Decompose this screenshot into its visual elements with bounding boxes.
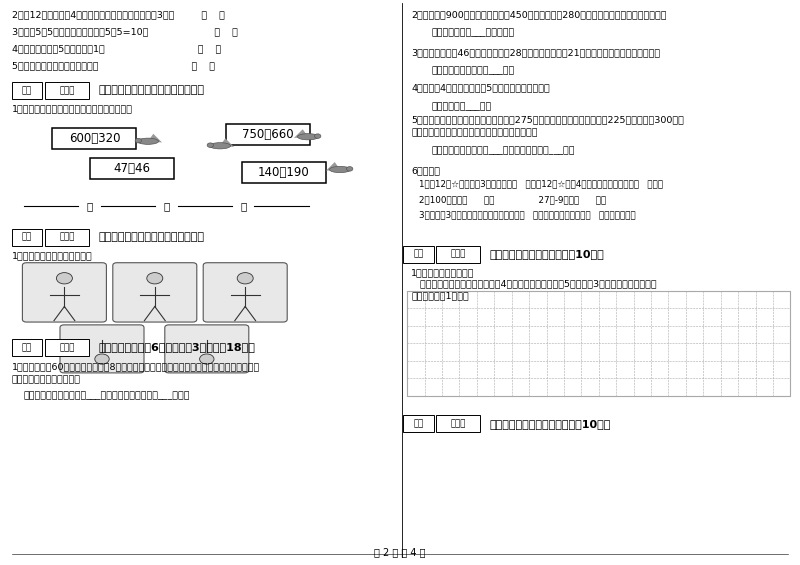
Text: 600－320: 600－320 xyxy=(69,132,120,145)
Text: ＜: ＜ xyxy=(86,201,93,211)
FancyBboxPatch shape xyxy=(113,263,197,322)
Text: 评卷人: 评卷人 xyxy=(59,343,74,352)
Bar xyxy=(407,291,790,396)
Bar xyxy=(436,246,480,263)
Text: 1．把下列算式按得数大小，从小到大排一行。: 1．把下列算式按得数大小，从小到大排一行。 xyxy=(12,105,133,114)
Bar xyxy=(12,82,42,99)
Bar xyxy=(12,229,42,246)
Text: ＜: ＜ xyxy=(163,201,170,211)
Bar xyxy=(242,162,326,183)
Ellipse shape xyxy=(330,166,350,173)
Bar xyxy=(403,246,434,263)
Bar xyxy=(45,229,89,246)
Text: 答：这堆砖比原来少了___块，这堆砖原来有___块。: 答：这堆砖比原来少了___块，这堆砖原来有___块。 xyxy=(431,146,574,155)
Text: ＜: ＜ xyxy=(240,201,246,211)
Ellipse shape xyxy=(298,134,318,140)
Text: 6．填空。: 6．填空。 xyxy=(411,167,440,176)
Text: 5．平移现象改变原物体的大小。                               （    ）: 5．平移现象改变原物体的大小。 （ ） xyxy=(12,61,215,70)
Circle shape xyxy=(346,167,353,171)
Text: 4．除数和商都是5，被除数是1。                               （    ）: 4．除数和商都是5，被除数是1。 （ ） xyxy=(12,44,222,53)
Polygon shape xyxy=(220,138,234,147)
Text: 答：一共用了___元。: 答：一共用了___元。 xyxy=(431,102,491,111)
Text: 1．一根铁丝长60厘米，工人师傅用8厘米长的铁丝做一个铁钩，这根铁丝一共可以做几个这样: 1．一根铁丝长60厘米，工人师傅用8厘米长的铁丝做一个铁钩，这根铁丝一共可以做几… xyxy=(12,363,260,372)
Text: 评卷人: 评卷人 xyxy=(59,233,74,242)
Text: 2．某站运来900千克蔬菜，卖出去450千克，又运来280千克，现在某站有多少千克蔬菜？: 2．某站运来900千克蔬菜，卖出去450千克，又运来280千克，现在某站有多少千… xyxy=(411,10,666,19)
Text: 十、综合题（共１大题，共计10分）: 十、综合题（共１大题，共计10分） xyxy=(490,249,604,259)
Text: 六、比一比（共１大题，共计５分）: 六、比一比（共１大题，共计５分） xyxy=(98,85,205,95)
Bar xyxy=(12,339,42,356)
Polygon shape xyxy=(326,162,340,171)
Circle shape xyxy=(207,143,214,147)
Ellipse shape xyxy=(138,138,158,145)
Text: 得分: 得分 xyxy=(414,419,423,428)
Circle shape xyxy=(314,134,321,138)
Text: 答：水果店现在有水果___箱。: 答：水果店现在有水果___箱。 xyxy=(431,66,514,75)
Circle shape xyxy=(56,273,73,284)
Bar xyxy=(436,415,480,432)
Text: 答：这根铁丝一共可以做___个这样的铁钩，还剩下___厘米。: 答：这根铁丝一共可以做___个这样的铁钩，还剩下___厘米。 xyxy=(24,391,190,400)
Bar xyxy=(45,82,89,99)
Text: 得分: 得分 xyxy=(22,233,32,242)
Bar xyxy=(226,124,310,145)
Text: 3．计算5个5相加的和，可以列式5＋5=10。                      （    ）: 3．计算5个5相加的和，可以列式5＋5=10。 （ ） xyxy=(12,27,238,36)
Bar xyxy=(90,158,174,179)
Text: 1．连一连镜子里看到的图像。: 1．连一连镜子里看到的图像。 xyxy=(12,251,93,260)
Bar xyxy=(45,339,89,356)
Text: 小格的边长是1厘米）: 小格的边长是1厘米） xyxy=(411,291,469,300)
Text: 的铁钩？还剩下多少厘米？: 的铁钩？还剩下多少厘米？ xyxy=(12,375,81,384)
Text: 答：现在某站有___千克蔬菜。: 答：现在某站有___千克蔬菜。 xyxy=(431,28,514,37)
Text: 评卷人: 评卷人 xyxy=(450,250,466,259)
Text: 3．画一条3厘米长的线段，一般应从尺的（   ）刻度开始画起，画到（   ）厘米的地方。: 3．画一条3厘米长的线段，一般应从尺的（ ）刻度开始画起，画到（ ）厘米的地方。 xyxy=(419,211,636,220)
FancyBboxPatch shape xyxy=(60,325,144,373)
FancyBboxPatch shape xyxy=(165,325,249,373)
Text: 5．一堆砖，第一天为小狗做房子，用了275块，第二天为小鸡做房子用了225块，还剩下300块，: 5．一堆砖，第一天为小狗做房子，用了275块，第二天为小鸡做房子用了225块，还… xyxy=(411,116,684,125)
Text: 4．小东买4支圆珠笔，每支5元，一共用了多少钱？: 4．小东买4支圆珠笔，每支5元，一共用了多少钱？ xyxy=(411,84,550,93)
Text: 得分: 得分 xyxy=(22,86,32,95)
Text: 七、连一连（共１大题，共计５分）: 七、连一连（共１大题，共计５分） xyxy=(98,232,205,242)
Text: 评卷人: 评卷人 xyxy=(59,86,74,95)
Text: 750－660: 750－660 xyxy=(242,128,294,141)
Polygon shape xyxy=(148,134,162,142)
Text: 得分: 得分 xyxy=(414,250,423,259)
Text: 这堆砖比原来少了多少块？这堆砖原来有多少块？: 这堆砖比原来少了多少块？这堆砖原来有多少块？ xyxy=(411,128,538,137)
FancyBboxPatch shape xyxy=(203,263,287,322)
Circle shape xyxy=(200,354,214,364)
Text: 1．动手操作，我会画。: 1．动手操作，我会画。 xyxy=(411,268,474,277)
Text: 在下面的方格纸上画一个边长是4厘米的正方形和一个长5厘米，宽3厘米的长方形。（每个: 在下面的方格纸上画一个边长是4厘米的正方形和一个长5厘米，宽3厘米的长方形。（每… xyxy=(411,280,657,289)
Circle shape xyxy=(135,138,142,143)
Bar xyxy=(403,415,434,432)
Bar xyxy=(53,128,136,149)
Text: 评卷人: 评卷人 xyxy=(450,419,466,428)
Circle shape xyxy=(237,273,253,284)
Text: 1．把12个☆平均分成3份，每份是（   ）个；12个☆，每4个分成一排，可以分成（   ）份。: 1．把12个☆平均分成3份，每份是（ ）个；12个☆，每4个分成一排，可以分成（… xyxy=(419,179,663,188)
Text: 47＋46: 47＋46 xyxy=(114,162,150,175)
Text: 十一、附加题（共１大题，共计10分）: 十一、附加题（共１大题，共计10分） xyxy=(490,419,611,429)
Text: 2．把12个苹果分给4个小朋友，每个小朋友都能分到3个。         （    ）: 2．把12个苹果分给4个小朋友，每个小朋友都能分到3个。 （ ） xyxy=(12,10,225,19)
Text: 140＋190: 140＋190 xyxy=(258,166,310,179)
Text: 八、解决问题（共6小题，每题3分，共计18分）: 八、解决问题（共6小题，每题3分，共计18分） xyxy=(98,342,255,353)
Ellipse shape xyxy=(210,142,230,149)
Text: 第 2 页 共 4 页: 第 2 页 共 4 页 xyxy=(374,547,426,557)
Text: 得分: 得分 xyxy=(22,343,32,352)
Text: 2．100厘米＝（      ）米                27米-9米＝（      ）米: 2．100厘米＝（ ）米 27米-9米＝（ ）米 xyxy=(419,195,606,204)
Polygon shape xyxy=(294,129,308,138)
Circle shape xyxy=(147,273,163,284)
FancyBboxPatch shape xyxy=(22,263,106,322)
Text: 3．水果店有水果46箱，上午卖出去28箱，下午又运进来21箱，水果店现在有水果多少箱？: 3．水果店有水果46箱，上午卖出去28箱，下午又运进来21箱，水果店现在有水果多… xyxy=(411,48,660,57)
Circle shape xyxy=(94,354,109,364)
